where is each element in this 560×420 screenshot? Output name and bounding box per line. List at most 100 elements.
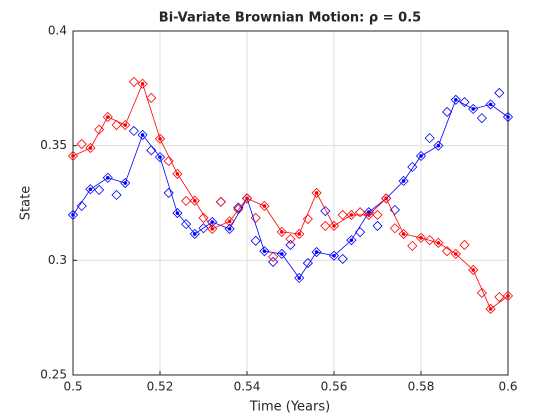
point-dot [297,232,302,236]
point-dot [245,196,249,201]
point-dot [506,294,510,298]
diamond-marker [346,235,357,246]
diamond-marker [311,187,322,198]
diamond-marker [337,253,348,265]
y-axis-label: State [19,186,34,220]
diamond-marker [502,290,514,301]
diamond-marker [302,258,313,269]
diamond-marker [285,239,296,251]
diamond-marker [137,78,148,89]
point-dot [367,210,371,214]
point-dot [71,154,75,158]
point-dot [419,154,423,158]
point-dot [88,146,93,150]
diamond-marker [407,161,418,173]
diamond-marker [346,209,357,220]
diamond-marker [476,287,487,298]
diamond-marker [181,219,192,230]
diamond-marker [189,195,200,206]
diamond-marker [442,106,453,118]
diamond-marker [224,216,235,227]
x-tick-label: 0.6 [498,380,517,394]
point-dot [401,179,406,183]
diamond-marker [502,111,514,123]
diamond-marker [120,177,131,189]
point-dot [175,172,180,176]
point-dot [314,250,319,254]
diamond-marker [398,228,409,240]
diamond-marker [285,233,296,245]
point-dot [436,143,441,148]
y-tick-label: 0.3 [48,253,67,267]
diamond-marker [276,226,287,237]
point-dot [349,213,354,217]
y-tick-label: 0.35 [40,138,67,152]
diamond-marker [259,246,270,257]
point-dot [158,136,162,141]
point-dot [332,253,336,258]
diamond-marker [294,228,305,240]
point-dot [488,102,493,107]
diamond-marker [128,76,139,87]
x-tick-label: 0.56 [321,380,348,394]
diamond-marker [320,205,331,217]
diamond-marker [172,168,183,179]
diamond-marker [320,220,331,231]
diamond-marker [207,216,218,228]
diamond-marker [111,189,122,201]
diamond-marker [433,140,444,151]
diamond-marker [494,87,505,98]
diamond-marker [407,240,418,251]
point-dot [123,123,127,127]
x-axis-label: Time (Years) [249,400,330,415]
diamond-marker [450,94,461,105]
point-dot [210,227,214,231]
point-dot [71,213,75,217]
diamond-marker [198,212,209,223]
point-dot [158,155,162,159]
diamond-marker [433,237,444,248]
point-dot [471,107,476,111]
series-line [72,99,509,279]
diamond-marker [328,250,340,261]
x-tick-label: 0.58 [408,380,435,394]
diamond-marker [198,223,209,234]
diamond-marker [215,196,226,207]
diamond-marker [485,303,496,315]
diamond-marker [476,113,487,124]
point-dot [106,115,110,119]
point-dot [384,196,389,201]
diamond-marker [102,111,113,123]
diamond-marker [337,209,348,220]
diamond-marker [163,187,174,198]
point-dot [227,227,232,231]
diamond-marker [372,209,383,220]
diamond-marker [424,235,435,246]
diamond-marker [494,291,505,303]
point-dot [210,220,214,224]
diamond-marker [154,152,166,163]
diamond-marker [67,209,79,220]
point-dot [471,268,476,272]
point-dot [367,213,371,217]
diamond-marker [276,248,287,259]
diamond-marker [250,235,261,246]
chart-title: Bi-Variate Brownian Motion: ρ = 0.5 [159,11,421,26]
point-dot [123,181,127,185]
diamond-marker [76,200,87,212]
diamond-marker [294,272,305,284]
diamond-marker [268,256,279,268]
point-dot [488,307,493,311]
diamond-marker [424,133,435,144]
diamond-marker [372,220,383,231]
diamond-marker [181,195,192,207]
diamond-marker [381,193,392,204]
point-dot [88,187,93,192]
y-tick-label: 0.25 [40,368,67,382]
point-dot [262,204,267,208]
point-dot [506,115,510,119]
diamond-marker [189,228,200,240]
diamond-marker [485,99,496,110]
